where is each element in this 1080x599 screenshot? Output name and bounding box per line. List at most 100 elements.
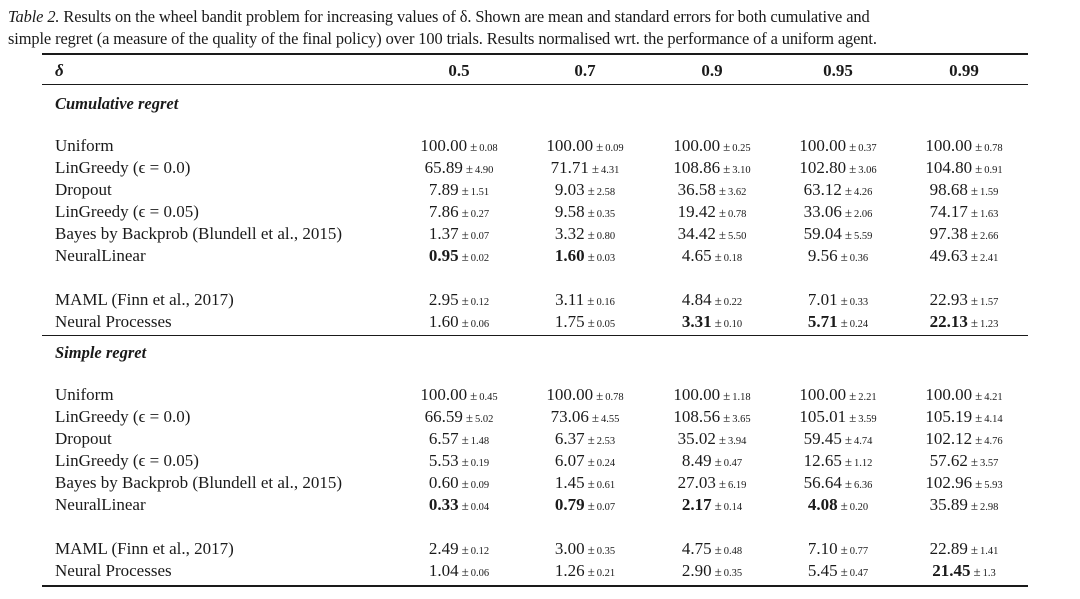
standard-error: 2.58 (596, 187, 616, 198)
standard-error: 5.93 (984, 480, 1003, 491)
plus-minus-sign: ± (714, 315, 722, 330)
mean-value: 0.79 (554, 495, 585, 514)
mean-value: 2.49 (428, 539, 459, 558)
plus-minus-sign: ± (975, 161, 983, 176)
mean-value: 0.60 (428, 473, 459, 492)
plus-minus-sign: ± (461, 183, 469, 198)
mean-value: 4.84 (681, 290, 712, 309)
standard-error: 0.04 (470, 502, 490, 513)
standard-error: 1.3 (982, 568, 996, 579)
plus-minus-sign: ± (840, 249, 848, 264)
result-cell: 1.75 ±0.05 (523, 312, 647, 335)
column-header: 0.99 (949, 61, 979, 80)
standard-error: 0.35 (596, 209, 616, 220)
result-cell: 98.68 ±1.59 (902, 180, 1026, 203)
standard-error: 4.14 (984, 414, 1003, 425)
mean-value: 108.56 (673, 407, 721, 426)
result-cell: 0.95 ±0.02 (397, 246, 521, 269)
standard-error: 0.77 (849, 546, 869, 557)
result-cell: 100.00 ±0.78 (523, 385, 647, 408)
plus-minus-sign: ± (461, 476, 469, 491)
standard-error: 3.06 (858, 165, 877, 176)
standard-error: 0.25 (732, 143, 751, 154)
plus-minus-sign: ± (718, 432, 726, 447)
mean-value: 56.64 (803, 473, 842, 492)
result-cell: 5.45 ±0.47 (776, 561, 900, 584)
standard-error: 0.12 (470, 546, 490, 557)
result-cell: 100.00 ±2.21 (776, 385, 900, 408)
method-name: NeuralLinear (55, 495, 146, 514)
result-cell: 105.19 ±4.14 (902, 407, 1026, 430)
result-cell: 22.89 ±1.41 (902, 539, 1026, 562)
mean-value: 65.89 (424, 158, 463, 177)
result-cell: 102.80 ±3.06 (776, 158, 900, 181)
mean-value: 7.01 (807, 290, 838, 309)
result-cell: 2.17 ±0.14 (650, 495, 774, 518)
caption-text-1: Results on the wheel bandit problem for … (63, 7, 870, 26)
plus-minus-sign: ± (970, 293, 978, 308)
standard-error: 0.27 (470, 209, 490, 220)
plus-minus-sign: ± (844, 227, 852, 242)
plus-minus-sign: ± (844, 476, 852, 491)
mean-value: 3.32 (554, 224, 585, 243)
mean-value: 102.96 (925, 473, 973, 492)
standard-error: 3.94 (728, 436, 747, 447)
mean-value: 34.42 (677, 224, 716, 243)
mean-value: 100.00 (925, 136, 973, 155)
result-cell: 3.31 ±0.10 (650, 312, 774, 335)
standard-error: 0.80 (596, 231, 616, 242)
standard-error: 2.41 (980, 253, 999, 264)
method-name: Dropout (55, 180, 112, 199)
mean-value: 33.06 (803, 202, 842, 221)
result-cell: 4.08 ±0.20 (776, 495, 900, 518)
method-name: Neural Processes (55, 312, 172, 331)
mean-value: 27.03 (677, 473, 716, 492)
result-cell: 100.00 ±0.09 (523, 136, 647, 159)
standard-error: 4.55 (601, 414, 620, 425)
mean-value: 66.59 (424, 407, 463, 426)
result-cell: 0.79 ±0.07 (523, 495, 647, 518)
standard-error: 0.48 (723, 546, 743, 557)
plus-minus-sign: ± (591, 161, 599, 176)
plus-minus-sign: ± (973, 564, 981, 579)
plus-minus-sign: ± (470, 388, 478, 403)
standard-error: 6.36 (854, 480, 873, 491)
standard-error: 1.63 (980, 209, 999, 220)
standard-error: 4.21 (984, 392, 1003, 403)
section-rule (42, 335, 1028, 336)
mean-value: 4.75 (681, 539, 712, 558)
plus-minus-sign: ± (723, 410, 731, 425)
standard-error: 4.74 (854, 436, 873, 447)
mean-value: 21.45 (932, 561, 971, 580)
standard-error: 4.31 (601, 165, 620, 176)
standard-error: 1.23 (980, 319, 999, 330)
standard-error: 0.45 (479, 392, 498, 403)
mean-value: 63.12 (803, 180, 842, 199)
result-cell: 1.60 ±0.06 (397, 312, 521, 335)
plus-minus-sign: ± (465, 161, 473, 176)
plus-minus-sign: ± (587, 454, 595, 469)
method-name: LinGreedy (ϵ = 0.0) (55, 158, 191, 177)
result-cell: 57.62 ±3.57 (902, 451, 1026, 474)
column-header: 0.5 (448, 61, 470, 80)
mean-value: 3.11 (555, 290, 585, 309)
caption-line-2: simple regret (a measure of the quality … (8, 29, 877, 48)
plus-minus-sign: ± (723, 161, 731, 176)
standard-error: 0.02 (470, 253, 490, 264)
standard-error: 6.19 (728, 480, 747, 491)
result-cell: 22.13 ±1.23 (902, 312, 1026, 335)
result-cell: 100.00 ±0.78 (902, 136, 1026, 159)
standard-error: 0.08 (479, 143, 498, 154)
result-cell: 7.89 ±1.51 (397, 180, 521, 203)
result-cell: 108.56 ±3.65 (650, 407, 774, 430)
plus-minus-sign: ± (970, 183, 978, 198)
result-cell: 49.63 ±2.41 (902, 246, 1026, 269)
result-cell: 6.37 ±2.53 (523, 429, 647, 452)
mean-value: 102.12 (925, 429, 973, 448)
plus-minus-sign: ± (596, 139, 604, 154)
result-cell: 105.01 ±3.59 (776, 407, 900, 430)
mean-value: 100.00 (799, 136, 847, 155)
mean-value: 36.58 (677, 180, 716, 199)
mean-value: 5.71 (807, 312, 838, 331)
